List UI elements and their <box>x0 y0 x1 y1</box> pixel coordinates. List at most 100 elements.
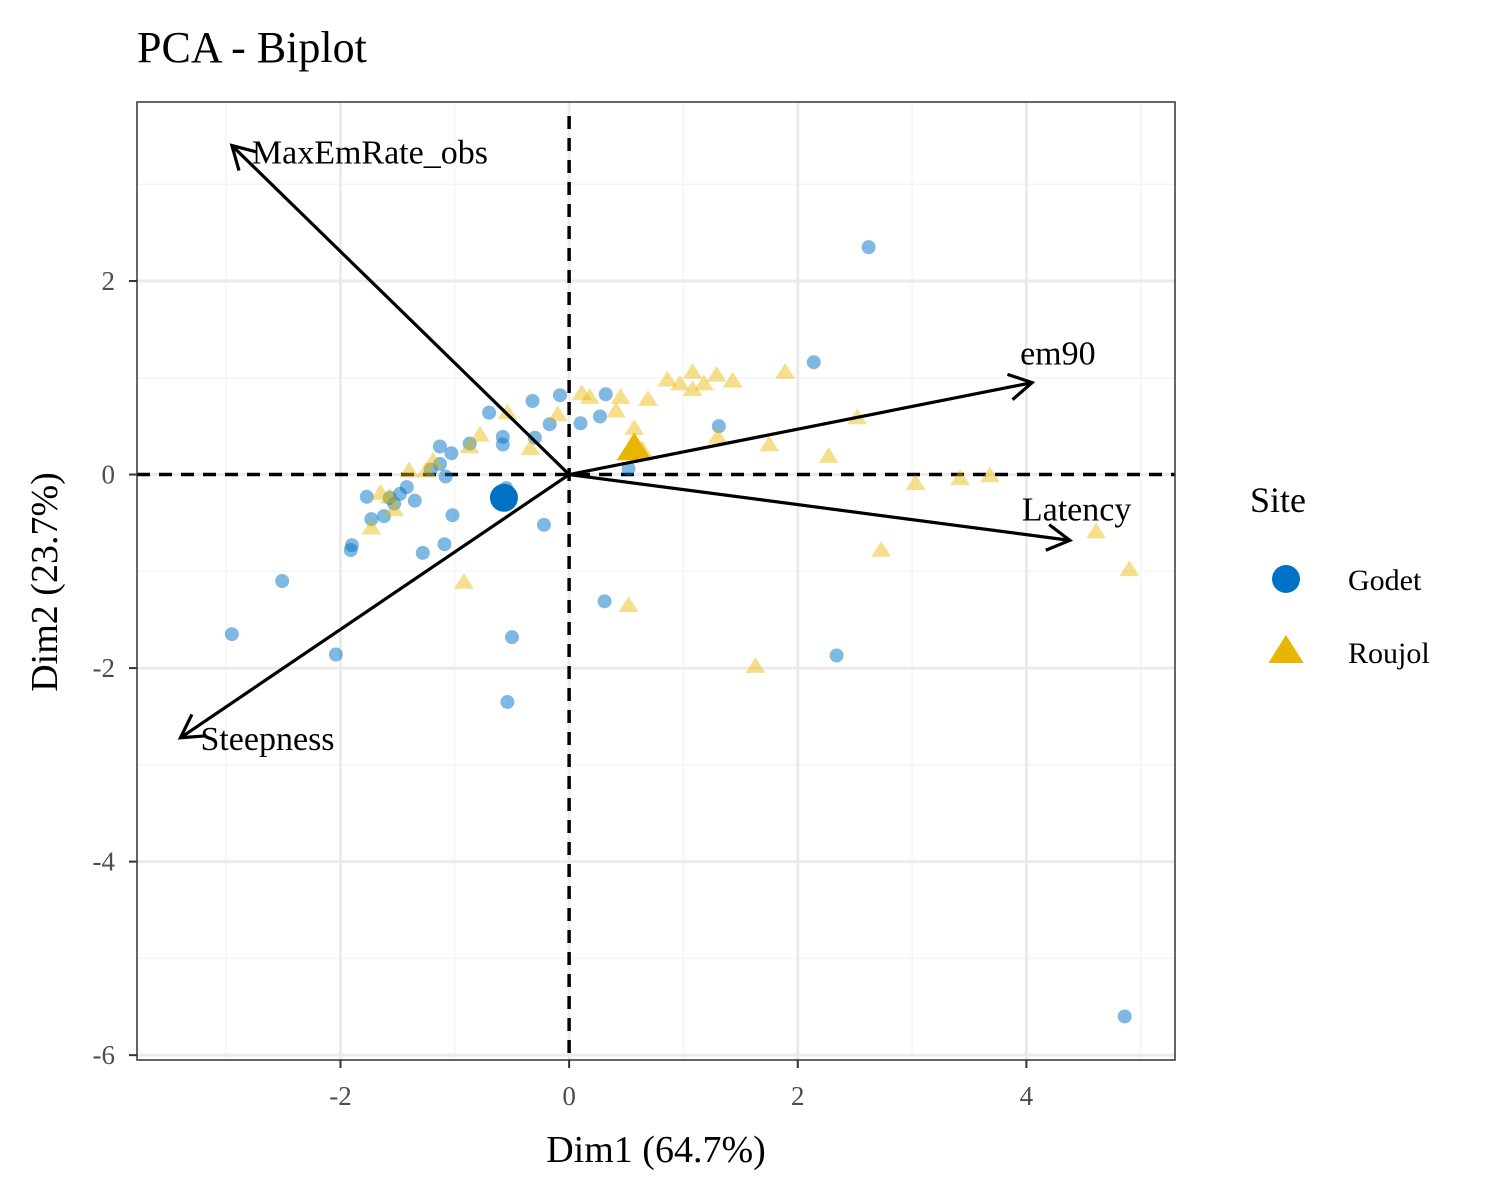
legend-item-roujol: Roujol <box>1268 635 1430 670</box>
y-axis-title: Dim2 (23.7%) <box>24 472 66 692</box>
point-roujol <box>1086 522 1107 539</box>
arrow-line-maxemrate-obs <box>230 144 571 476</box>
data-points <box>224 240 1140 1024</box>
point-roujol <box>470 425 490 442</box>
point-godet <box>525 394 540 409</box>
point-godet <box>500 694 515 709</box>
point-godet <box>415 545 430 560</box>
x-tick-label: 0 <box>562 1081 576 1111</box>
legend-title: Site <box>1250 480 1306 520</box>
point-godet <box>536 517 551 532</box>
legend-label-godet: Godet <box>1348 564 1422 597</box>
point-roujol <box>682 362 703 379</box>
point-godet <box>806 355 821 370</box>
point-godet <box>462 436 477 451</box>
point-godet <box>597 594 612 609</box>
point-roujol <box>454 572 474 589</box>
legend-symbol-roujol <box>1268 635 1304 663</box>
point-roujol <box>361 518 382 535</box>
point-godet <box>552 388 567 403</box>
point-godet <box>432 439 447 454</box>
point-roujol <box>950 469 970 486</box>
point-godet <box>224 627 239 642</box>
point-godet <box>598 387 613 402</box>
point-godet <box>573 416 588 431</box>
legend-item-godet: Godet <box>1272 564 1422 597</box>
point-roujol <box>571 384 592 401</box>
arrow-head-em90 <box>1006 372 1036 401</box>
point-roujol <box>606 401 626 418</box>
arrow-head-maxemrate-obs <box>229 143 258 171</box>
point-roujol <box>682 380 703 397</box>
point-godet <box>423 462 438 477</box>
arrow-latency: Latency <box>568 472 1131 552</box>
point-roujol <box>618 596 639 612</box>
y-tick-label: -6 <box>93 1040 116 1070</box>
point-roujol <box>818 447 839 463</box>
y-tick-label: -4 <box>93 847 116 877</box>
point-roujol <box>624 419 645 435</box>
point-roujol <box>670 374 690 391</box>
point-roujol <box>745 657 766 673</box>
point-roujol <box>1119 560 1140 577</box>
point-godet <box>527 430 542 445</box>
legend-key-godet <box>1272 565 1300 593</box>
point-godet <box>621 461 636 476</box>
point-roujol <box>497 403 518 420</box>
point-godet <box>376 509 391 524</box>
legend: Site Godet Roujol <box>1250 480 1430 670</box>
point-roujol <box>520 439 541 456</box>
point-roujol <box>370 483 391 500</box>
arrow-steepness: Steepness <box>177 473 571 758</box>
x-axis-title: Dim1 (64.7%) <box>546 1129 766 1171</box>
point-godet <box>444 446 459 461</box>
point-roujol <box>610 388 631 404</box>
point-godet <box>437 537 452 552</box>
y-tick-label: -2 <box>93 653 116 683</box>
y-tick-label: 2 <box>102 266 116 296</box>
point-roujol <box>706 365 727 382</box>
x-tick-label: 2 <box>791 1081 805 1111</box>
point-godet <box>364 512 379 527</box>
point-roujol <box>379 487 400 504</box>
point-roujol <box>871 541 892 557</box>
x-tick-label: -2 <box>329 1081 352 1111</box>
point-roujol <box>905 474 926 491</box>
point-roujol <box>416 461 437 478</box>
point-godet <box>482 405 497 420</box>
point-roujol <box>459 437 480 454</box>
arrow-line-em90 <box>568 381 1033 477</box>
point-godet <box>438 469 453 484</box>
legend-key-roujol <box>1268 635 1304 663</box>
point-godet <box>542 417 557 432</box>
point-roujol <box>384 500 405 517</box>
chart-title: PCA - Biplot <box>137 23 367 72</box>
point-godet <box>1117 1009 1132 1024</box>
point-godet <box>445 508 460 523</box>
point-godet <box>407 493 422 508</box>
point-roujol <box>547 405 568 422</box>
x-tick-label: 4 <box>1020 1081 1034 1111</box>
arrow-line-latency <box>568 472 1071 542</box>
point-roujol <box>979 466 1000 483</box>
arrow-maxemrate-obs: MaxEmRate_obs <box>229 135 571 476</box>
variable-label-em90: em90 <box>1020 336 1096 373</box>
grid <box>137 102 1175 1060</box>
arrow-em90: em90 <box>568 336 1096 477</box>
legend-symbol-godet <box>1272 565 1300 593</box>
point-roujol <box>399 461 419 478</box>
point-roujol <box>657 370 678 387</box>
point-roujol <box>694 374 714 391</box>
variable-label-maxemrate-obs: MaxEmRate_obs <box>252 135 488 172</box>
point-godet <box>504 630 519 645</box>
point-godet <box>592 409 607 424</box>
point-godet <box>343 543 358 558</box>
plot-panel-border <box>136 101 1176 1061</box>
legend-label-roujol: Roujol <box>1348 637 1430 670</box>
point-godet <box>495 437 510 452</box>
point-godet <box>861 240 876 255</box>
point-godet <box>328 647 343 662</box>
reference-lines <box>137 116 1175 1060</box>
point-godet <box>829 648 844 663</box>
